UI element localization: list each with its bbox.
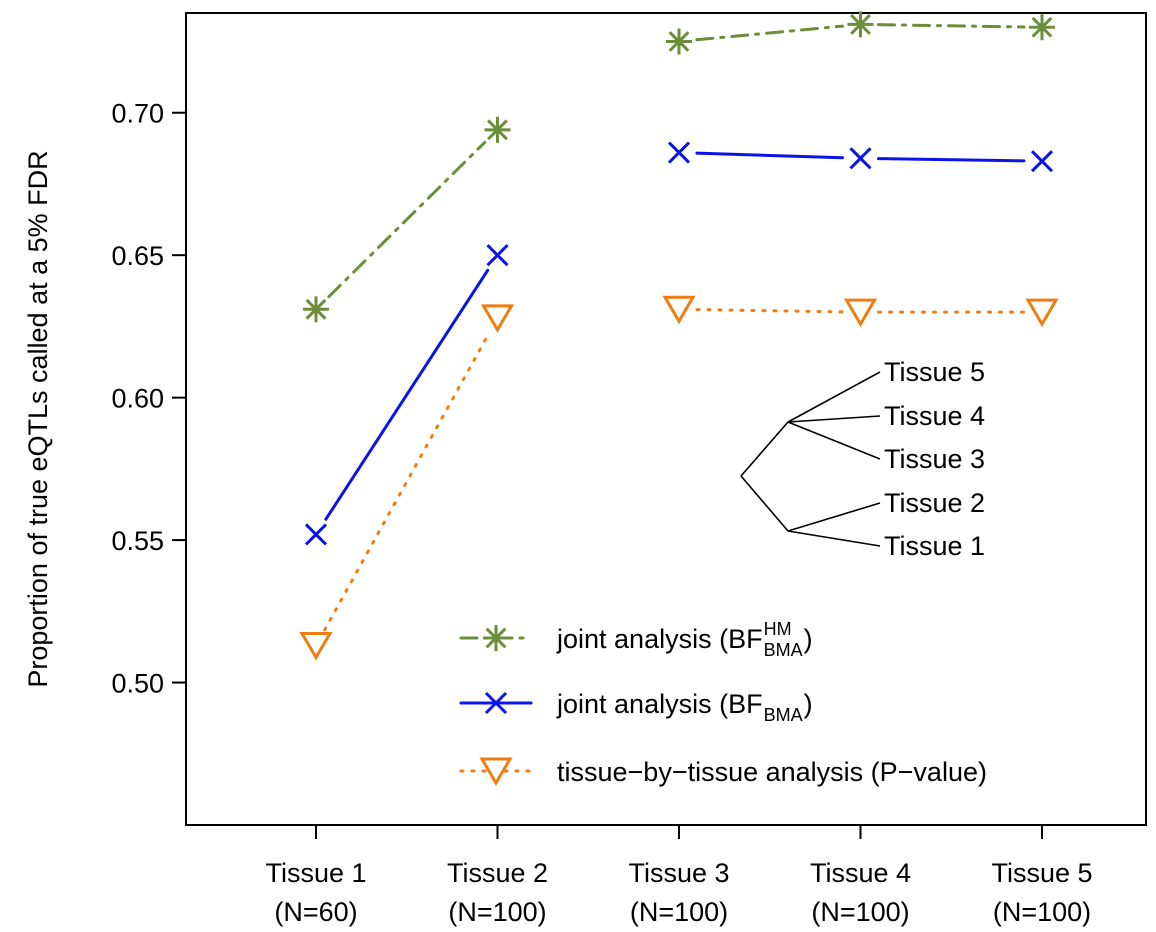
dendrogram-label: Tissue 2 — [884, 488, 985, 518]
dendrogram-branch — [787, 415, 881, 423]
series-line-bf — [876, 157, 1026, 163]
legend-label-bf: joint analysis (BF — [556, 689, 763, 719]
series-markers — [299, 11, 1059, 661]
cross-marker — [667, 141, 691, 164]
legend-label-main: joint analysis (BF — [556, 624, 763, 654]
dendrogram-branch — [787, 530, 881, 547]
y-tick-label: 0.70 — [111, 99, 164, 129]
x-tick-label: Tissue 3 — [628, 858, 729, 888]
series-lines — [323, 23, 1026, 632]
asterisk-marker — [847, 11, 874, 38]
dendrogram-label: Tissue 4 — [884, 401, 985, 431]
dendrogram-branch — [740, 475, 789, 532]
legend-label-tail: ) — [804, 624, 813, 654]
cross-marker — [304, 523, 328, 546]
y-axis-label: Proportion of true eQTLs called at a 5% … — [23, 150, 53, 687]
x-tick-sample-size: (N=60) — [274, 897, 357, 927]
triangle-down-marker — [299, 632, 333, 661]
dendrogram-label: Tissue 1 — [884, 531, 985, 561]
x-tick-label: Tissue 4 — [810, 858, 911, 888]
x-tick-sample-size: (N=100) — [993, 897, 1091, 927]
triangle-down-marker — [662, 295, 696, 325]
dendrogram-label: Tissue 3 — [884, 444, 985, 474]
cross-marker — [484, 691, 508, 715]
dendrogram-branch — [787, 421, 881, 460]
asterisk-marker — [666, 28, 692, 55]
cross-marker — [1030, 150, 1054, 173]
series-line-bf_hm — [876, 23, 1026, 29]
triangle-down-marker — [480, 304, 515, 333]
series-line-bf_hm — [695, 24, 845, 42]
x-tick-label: Tissue 2 — [447, 858, 548, 888]
legend-subscript: BMA — [764, 705, 803, 725]
triangle-down-marker — [843, 298, 878, 328]
legend-label-main: joint analysis (BF — [556, 689, 763, 719]
dendrogram-label: Tissue 5 — [884, 357, 985, 387]
y-axis: 0.50 0.55 0.60 0.65 0.70 — [111, 99, 187, 699]
cross-marker — [849, 147, 872, 170]
x-tick-sample-size: (N=100) — [448, 897, 546, 927]
asterisk-marker — [483, 625, 509, 651]
asterisk-marker — [1029, 14, 1055, 41]
asterisk-marker — [303, 296, 329, 323]
x-tick-label: Tissue 1 — [265, 858, 366, 888]
series-line-bf — [695, 151, 845, 160]
series-line-bf_hm — [327, 140, 487, 299]
legend-label-pval: tissue−by−tissue analysis (P−value) — [557, 757, 987, 787]
y-tick-label: 0.55 — [111, 526, 164, 556]
dendrogram-branch — [787, 502, 881, 532]
series-line-bf — [324, 268, 490, 521]
tissue-dendrogram: Tissue 5 Tissue 4 Tissue 3 Tissue 2 Tissue 1 — [740, 357, 985, 561]
legend-superscript: HM — [764, 619, 792, 639]
cross-marker — [486, 244, 509, 267]
legend-label-bf_hm: joint analysis (BF — [556, 624, 763, 654]
dendrogram-branch — [787, 371, 881, 423]
series-line-pval — [323, 332, 491, 632]
asterisk-marker — [484, 116, 511, 143]
y-tick-label: 0.60 — [111, 384, 164, 414]
x-tick-sample-size: (N=100) — [630, 897, 728, 927]
x-axis: Tissue 1 (N=60) Tissue 2 (N=100) Tissue 3 (N=… — [265, 824, 1093, 927]
legend-label-main: tissue−by−tissue analysis (P−value) — [557, 757, 987, 787]
y-tick-label: 0.50 — [111, 669, 164, 699]
x-tick-label: Tissue 5 — [991, 858, 1092, 888]
legend-subscript: BMA — [764, 640, 803, 660]
triangle-down-marker — [479, 757, 513, 786]
x-tick-sample-size: (N=100) — [811, 897, 909, 927]
y-tick-label: 0.65 — [111, 241, 164, 271]
series-line-pval — [695, 308, 845, 314]
legend-label-tail: ) — [804, 689, 813, 719]
dendrogram-branch — [740, 421, 789, 477]
triangle-down-marker — [1025, 298, 1059, 328]
